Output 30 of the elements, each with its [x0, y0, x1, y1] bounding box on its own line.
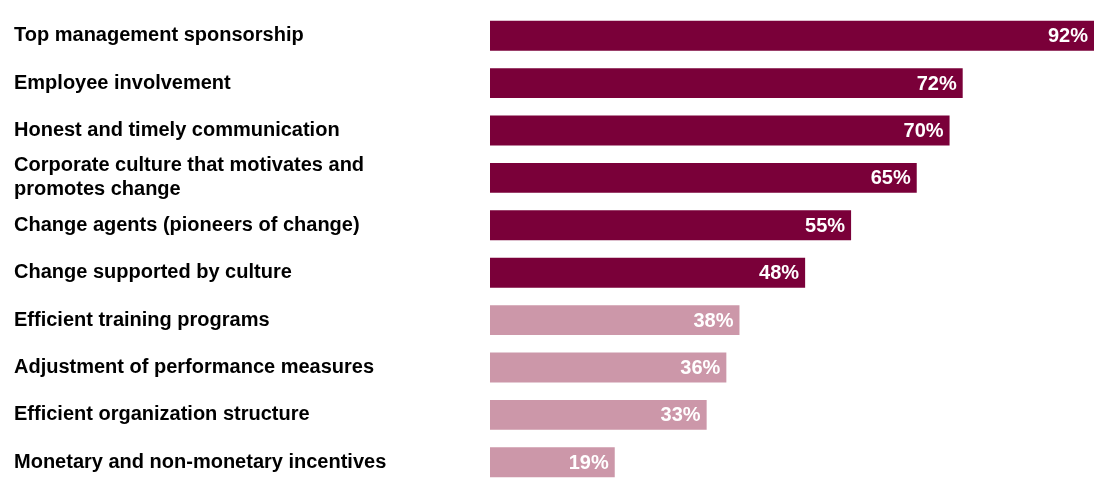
data-label: 33% — [660, 403, 701, 426]
y-tick-label: Monetary and non-monetary incentives — [14, 449, 387, 472]
y-tick-label: Change agents (pioneers of change) — [14, 212, 360, 235]
bar — [490, 447, 615, 478]
data-label: 48% — [759, 261, 800, 284]
data-label: 70% — [903, 119, 944, 142]
y-tick-label: Corporate culture that motivates and promotes change — [14, 153, 365, 200]
y-tick-label: Efficient training programs — [14, 307, 270, 330]
bar — [490, 352, 727, 383]
data-label: 72% — [916, 71, 957, 94]
data-label: 19% — [568, 450, 609, 473]
bar — [490, 305, 740, 336]
data-label: 92% — [1047, 24, 1089, 47]
data-label: 55% — [805, 213, 846, 236]
data-label: 38% — [693, 308, 734, 331]
bar — [490, 115, 950, 146]
data-label: 36% — [680, 356, 721, 379]
bar — [490, 68, 963, 99]
y-tick-label: Adjustment of performance measures — [14, 355, 375, 378]
y-tick-label: Change supported by culture — [14, 260, 292, 283]
y-tick-label: Top management sponsorship — [14, 23, 304, 46]
data-label: 65% — [870, 166, 911, 189]
y-tick-label: Employee involvement — [14, 70, 232, 93]
bar — [490, 399, 707, 430]
y-tick-label: Efficient organization structure — [14, 402, 310, 425]
y-tick-label: Honest and timely communication — [14, 118, 340, 141]
bar — [490, 210, 852, 241]
bar — [490, 257, 806, 288]
bar — [490, 162, 917, 193]
bar — [490, 20, 1094, 51]
